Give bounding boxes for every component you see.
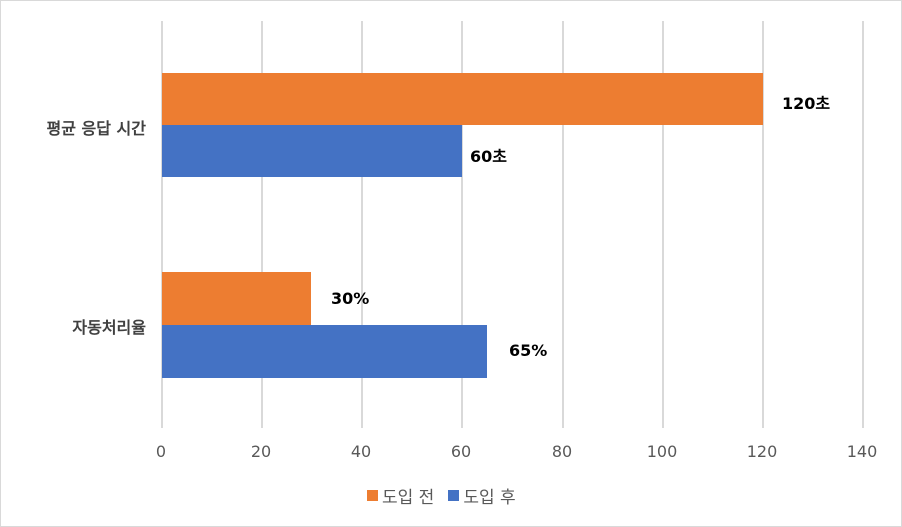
x-tick: 20 <box>250 442 272 461</box>
legend-swatch-orange-icon <box>367 490 378 501</box>
x-tick: 60 <box>450 442 472 461</box>
legend-item-before: 도입 전 <box>367 483 434 508</box>
legend-label-after: 도입 후 <box>463 488 516 508</box>
bar-after-response-time <box>162 125 462 177</box>
category-label-auto-rate: 자동처리율 <box>72 318 146 337</box>
bar-before-response-time <box>162 73 763 125</box>
legend-swatch-blue-icon <box>448 490 460 501</box>
legend-label-before: 도입 전 <box>382 488 435 508</box>
x-tick: 40 <box>350 442 372 461</box>
gridline-60 <box>461 21 463 428</box>
x-tick: 80 <box>551 442 573 461</box>
data-label-before-response-time: 120초 <box>782 94 831 113</box>
data-label-before-auto-rate: 30% <box>331 289 370 308</box>
bar-after-auto-rate <box>162 325 487 378</box>
y-axis-line <box>161 21 163 428</box>
gridline-140 <box>862 21 864 428</box>
data-label-after-auto-rate: 65% <box>509 341 548 360</box>
gridline-20 <box>261 21 263 428</box>
x-tick: 140 <box>846 442 878 461</box>
x-tick: 100 <box>646 442 678 461</box>
legend: 도입 전 도입 후 <box>367 483 530 508</box>
x-tick: 0 <box>155 442 167 461</box>
gridline-80 <box>562 21 564 428</box>
x-tick: 120 <box>746 442 778 461</box>
gridline-40 <box>361 21 363 428</box>
legend-item-after: 도입 후 <box>448 483 516 508</box>
gridline-120 <box>762 21 764 428</box>
data-label-after-response-time: 60초 <box>470 147 507 166</box>
bar-before-auto-rate <box>162 272 311 325</box>
category-label-response-time: 평균 응답 시간 <box>46 119 146 138</box>
gridline-100 <box>662 21 664 428</box>
